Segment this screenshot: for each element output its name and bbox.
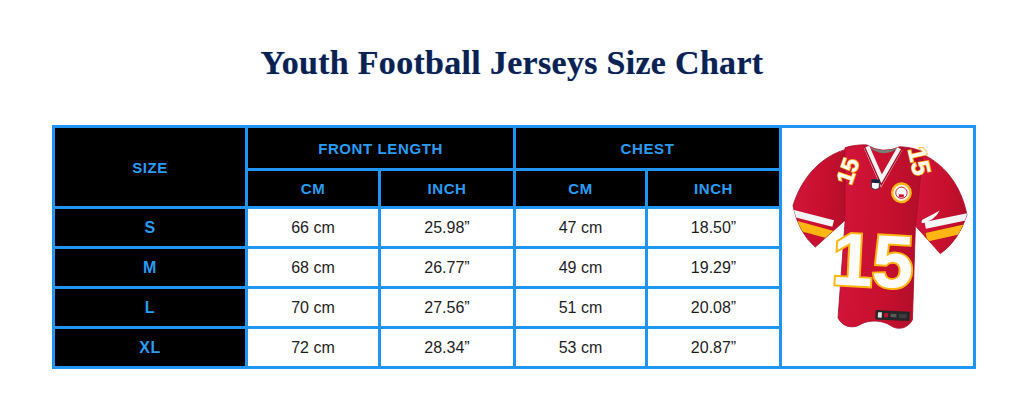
front-length-cm-value: 66 cm [247,208,380,248]
page-title: Youth Football Jerseys Size Chart [0,44,1024,82]
front-length-cm-value: 70 cm [247,288,380,328]
front-length-cm-value: 68 cm [247,248,380,288]
front-length-inch-value: 25.98” [380,208,515,248]
chest-inch-value: 19.29” [647,248,781,288]
chest-inch-header: INCH [647,170,781,208]
front-length-header: FRONT LENGTH [247,127,515,170]
front-length-inch-value: 28.34” [380,328,515,368]
team-patch-icon [891,183,911,203]
size-column-header: SIZE [54,127,247,208]
chest-cm-value: 53 cm [515,328,647,368]
size-label: L [54,288,247,328]
size-table: SIZE FRONT LENGTH CHEST [52,125,976,369]
front-length-inch-value: 26.77” [380,248,515,288]
chest-inch-value: 18.50” [647,208,781,248]
size-label: S [54,208,247,248]
chest-inch-value: 20.08” [647,288,781,328]
nfl-shield-icon [871,179,879,189]
chest-cm-value: 47 cm [515,208,647,248]
jersey-image: 15 15 [785,130,971,360]
chest-header: CHEST [515,127,781,170]
chest-cm-header: CM [515,170,647,208]
front-length-cm-header: CM [247,170,380,208]
size-label: M [54,248,247,288]
size-label: XL [54,328,247,368]
jock-tag [875,310,910,321]
front-length-cm-value: 72 cm [247,328,380,368]
front-length-inch-value: 27.56” [380,288,515,328]
jersey-chest-number: 15 [829,217,914,304]
front-length-inch-header: INCH [380,170,515,208]
size-chart: SIZE FRONT LENGTH CHEST [52,125,976,369]
chest-cm-value: 49 cm [515,248,647,288]
chest-inch-value: 20.87” [647,328,781,368]
jersey-product-image: 15 15 [781,127,975,368]
chest-cm-value: 51 cm [515,288,647,328]
